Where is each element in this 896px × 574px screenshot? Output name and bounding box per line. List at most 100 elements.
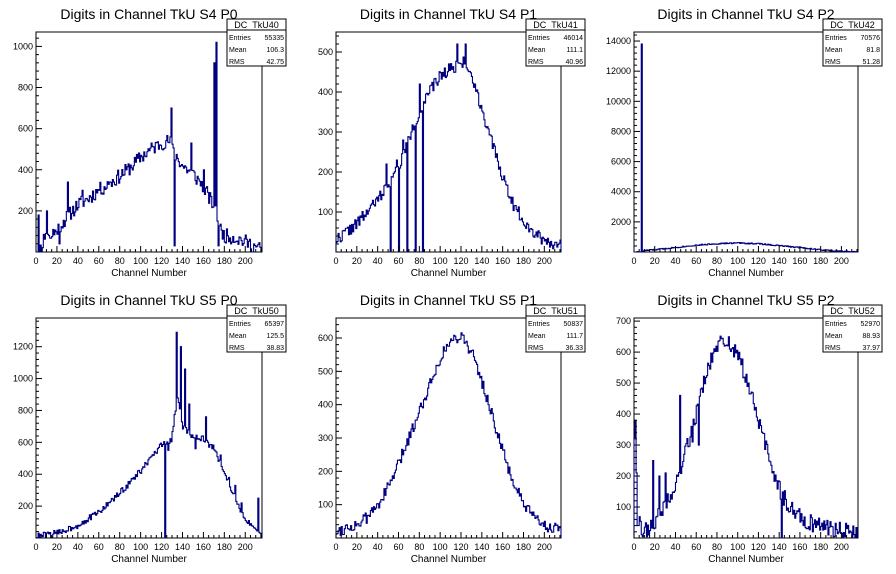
- stats-value: 125.5: [266, 333, 284, 340]
- x-tick-label: 100: [133, 256, 148, 266]
- y-tick-label: 2000: [611, 217, 631, 227]
- x-tick-label: 180: [217, 542, 232, 552]
- histogram-line: [35, 331, 262, 539]
- y-tick-label: 14000: [606, 36, 631, 46]
- histogram-panel-4: Digits in Channel TkU S5 P1 0 20 40 60 80 100 1…: [318, 292, 586, 565]
- plot-frame: [335, 317, 562, 539]
- y-tick-label: 600: [18, 437, 33, 447]
- chart-title: Digits in Channel TkU S5 P1: [360, 292, 537, 308]
- plot-frame: [633, 317, 859, 539]
- x-tick-label: 120: [751, 256, 766, 266]
- chart-title: Digits in Channel TkU S4 P1: [360, 6, 537, 22]
- x-tick-label: 80: [414, 542, 424, 552]
- histogram-line: [633, 335, 859, 539]
- histogram-line: [36, 41, 263, 253]
- y-tick-label: 400: [318, 400, 333, 410]
- stats-label: Mean: [229, 47, 247, 54]
- plot-frame: [35, 31, 263, 253]
- plot-frame: [335, 31, 562, 253]
- y-tick-label: 400: [18, 469, 33, 479]
- x-tick-label: 100: [730, 256, 745, 266]
- x-tick-label: 120: [453, 256, 468, 266]
- stats-label: Entries: [229, 321, 251, 328]
- y-tick-label: 100: [616, 502, 631, 512]
- y-tick-label: 400: [18, 165, 33, 175]
- stats-box-frame: [226, 18, 287, 67]
- stats-value: 111.1: [567, 47, 584, 54]
- stats-box-title: DC_TkU52: [830, 306, 875, 316]
- x-tick-label: 180: [813, 256, 828, 266]
- x-tick-label: 200: [238, 542, 253, 552]
- stats-value: 88.93: [862, 333, 880, 340]
- x-tick-label: 0: [631, 542, 636, 552]
- x-tick-label: 160: [495, 256, 510, 266]
- x-tick-label: 160: [196, 256, 211, 266]
- stats-box: DC_TkU50 Entries 65397 Mean 125.5 RMS 38.83: [226, 304, 287, 353]
- histogram-line: [335, 43, 562, 253]
- stats-box-title: DC_TkU50: [234, 306, 279, 316]
- x-tick-label: 160: [196, 542, 211, 552]
- stats-box-title: DC_TkU42: [830, 20, 875, 30]
- y-tick-label: 800: [18, 405, 33, 415]
- y-tick-label: 600: [616, 347, 631, 357]
- x-tick-label: 0: [33, 256, 38, 266]
- x-tick-label: 100: [433, 256, 448, 266]
- x-tick-label: 140: [772, 256, 787, 266]
- x-tick-label: 20: [52, 256, 62, 266]
- x-tick-label: 40: [73, 256, 83, 266]
- stats-value: 37.97: [862, 345, 880, 352]
- stats-box: DC_TkU40 Entries 55335 Mean 106.3 RMS 42.75: [226, 18, 287, 67]
- stats-value: 65397: [265, 321, 285, 328]
- stats-label: RMS: [825, 345, 841, 352]
- x-tick-label: 0: [333, 542, 338, 552]
- stats-box: DC_TkU51 Entries 50837 Mean 111.7 RMS 36.33: [525, 304, 586, 353]
- y-tick-label: 100: [318, 207, 333, 217]
- x-tick-label: 160: [792, 542, 807, 552]
- stats-value: 81.8: [866, 47, 880, 54]
- x-tick-label: 0: [33, 542, 38, 552]
- y-tick-label: 300: [318, 433, 333, 443]
- stats-box-frame: [822, 18, 883, 67]
- x-axis-label: Channel Number: [411, 554, 487, 565]
- stats-label: RMS: [528, 59, 544, 66]
- x-tick-label: 20: [52, 542, 62, 552]
- x-tick-label: 180: [813, 542, 828, 552]
- chart-title: Digits in Channel TkU S4 P0: [60, 6, 237, 22]
- x-tick-label: 40: [670, 256, 680, 266]
- stats-label: RMS: [528, 345, 544, 352]
- x-tick-label: 80: [115, 542, 125, 552]
- x-tick-label: 80: [414, 256, 424, 266]
- chart-title: Digits in Channel TkU S5 P0: [60, 292, 237, 308]
- x-tick-label: 60: [393, 256, 403, 266]
- x-tick-label: 140: [474, 256, 489, 266]
- stats-box-frame: [525, 18, 586, 67]
- x-tick-label: 160: [792, 256, 807, 266]
- x-tick-label: 100: [433, 542, 448, 552]
- x-tick-label: 0: [333, 256, 338, 266]
- y-tick-label: 100: [318, 500, 333, 510]
- stats-label: Entries: [528, 35, 550, 42]
- stats-label: Mean: [825, 47, 843, 54]
- y-tick-label: 200: [616, 471, 631, 481]
- stats-label: Entries: [825, 321, 847, 328]
- y-tick-label: 700: [616, 316, 631, 326]
- histogram-panel-3: Digits in Channel TkU S5 P0 0 20 40 60 80 100 1…: [13, 292, 287, 565]
- y-tick-label: 200: [18, 206, 33, 216]
- x-tick-label: 40: [73, 542, 83, 552]
- stats-box-frame: [822, 304, 883, 353]
- chart-title: Digits in Channel TkU S5 P2: [657, 292, 834, 308]
- x-tick-label: 20: [650, 256, 660, 266]
- stats-box: DC_TkU41 Entries 46014 Mean 111.1 RMS 40.96: [525, 18, 586, 67]
- x-tick-label: 180: [516, 542, 531, 552]
- histogram-panel-1: Digits in Channel TkU S4 P1 0 20 40 60 80 100 1…: [318, 6, 586, 279]
- y-tick-label: 10000: [606, 96, 631, 106]
- x-tick-label: 160: [495, 542, 510, 552]
- stats-box-title: DC_TkU51: [533, 306, 578, 316]
- x-tick-label: 60: [393, 542, 403, 552]
- stats-label: Mean: [825, 333, 843, 340]
- x-tick-label: 140: [175, 256, 190, 266]
- x-tick-label: 20: [352, 256, 362, 266]
- x-tick-label: 200: [537, 256, 552, 266]
- stats-label: Entries: [528, 321, 550, 328]
- y-tick-label: 800: [18, 83, 33, 93]
